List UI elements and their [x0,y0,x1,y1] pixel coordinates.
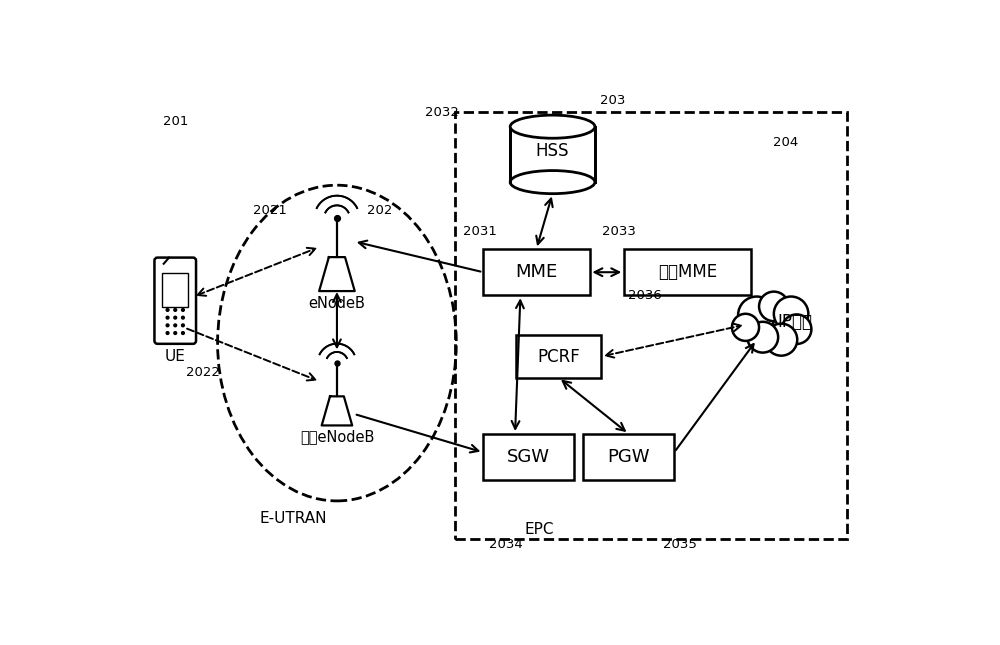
Text: 2021: 2021 [253,204,287,217]
Bar [483,249,590,295]
Circle shape [182,308,184,312]
Text: 202: 202 [367,204,393,217]
Text: 2033: 2033 [602,225,636,238]
Polygon shape [322,396,352,426]
Circle shape [782,314,811,344]
Ellipse shape [510,115,595,138]
Text: eNodeB: eNodeB [309,295,365,310]
Text: IP业务: IP业务 [778,313,813,332]
Text: UE: UE [165,349,186,364]
Bar [162,273,188,307]
Text: 204: 204 [773,136,798,150]
Bar [624,249,751,295]
Text: 2035: 2035 [663,539,697,551]
Circle shape [166,324,169,327]
Text: EPC: EPC [525,522,554,537]
Circle shape [747,322,778,353]
Circle shape [738,297,775,333]
FancyBboxPatch shape [154,257,196,344]
Text: PCRF: PCRF [537,348,580,366]
Text: 2022: 2022 [186,366,220,379]
Text: 2032: 2032 [425,106,459,119]
Bar [516,335,601,378]
Text: HSS: HSS [536,143,569,161]
Text: 其它eNodeB: 其它eNodeB [300,430,374,444]
Circle shape [166,308,169,312]
Ellipse shape [510,170,595,194]
Text: MME: MME [515,263,557,281]
Text: SGW: SGW [507,448,550,466]
Circle shape [732,313,759,341]
Circle shape [166,316,169,319]
Bar [455,112,847,539]
Bar [483,434,574,480]
Text: PGW: PGW [608,448,650,466]
Circle shape [182,316,184,319]
Circle shape [166,332,169,334]
Circle shape [774,297,808,331]
Circle shape [759,292,789,321]
Text: 203: 203 [600,94,625,107]
Circle shape [174,332,177,334]
Text: E-UTRAN: E-UTRAN [259,511,327,526]
Polygon shape [319,257,355,291]
Bar [510,126,595,182]
Text: 2036: 2036 [628,289,662,302]
Text: 201: 201 [163,115,188,128]
Text: 2031: 2031 [463,225,497,238]
Circle shape [182,332,184,334]
Text: 其它MME: 其它MME [658,263,717,281]
Circle shape [182,324,184,327]
Bar [583,434,674,480]
Text: 2034: 2034 [489,539,523,551]
Circle shape [174,308,177,312]
Circle shape [765,324,797,355]
Circle shape [174,316,177,319]
Circle shape [174,324,177,327]
